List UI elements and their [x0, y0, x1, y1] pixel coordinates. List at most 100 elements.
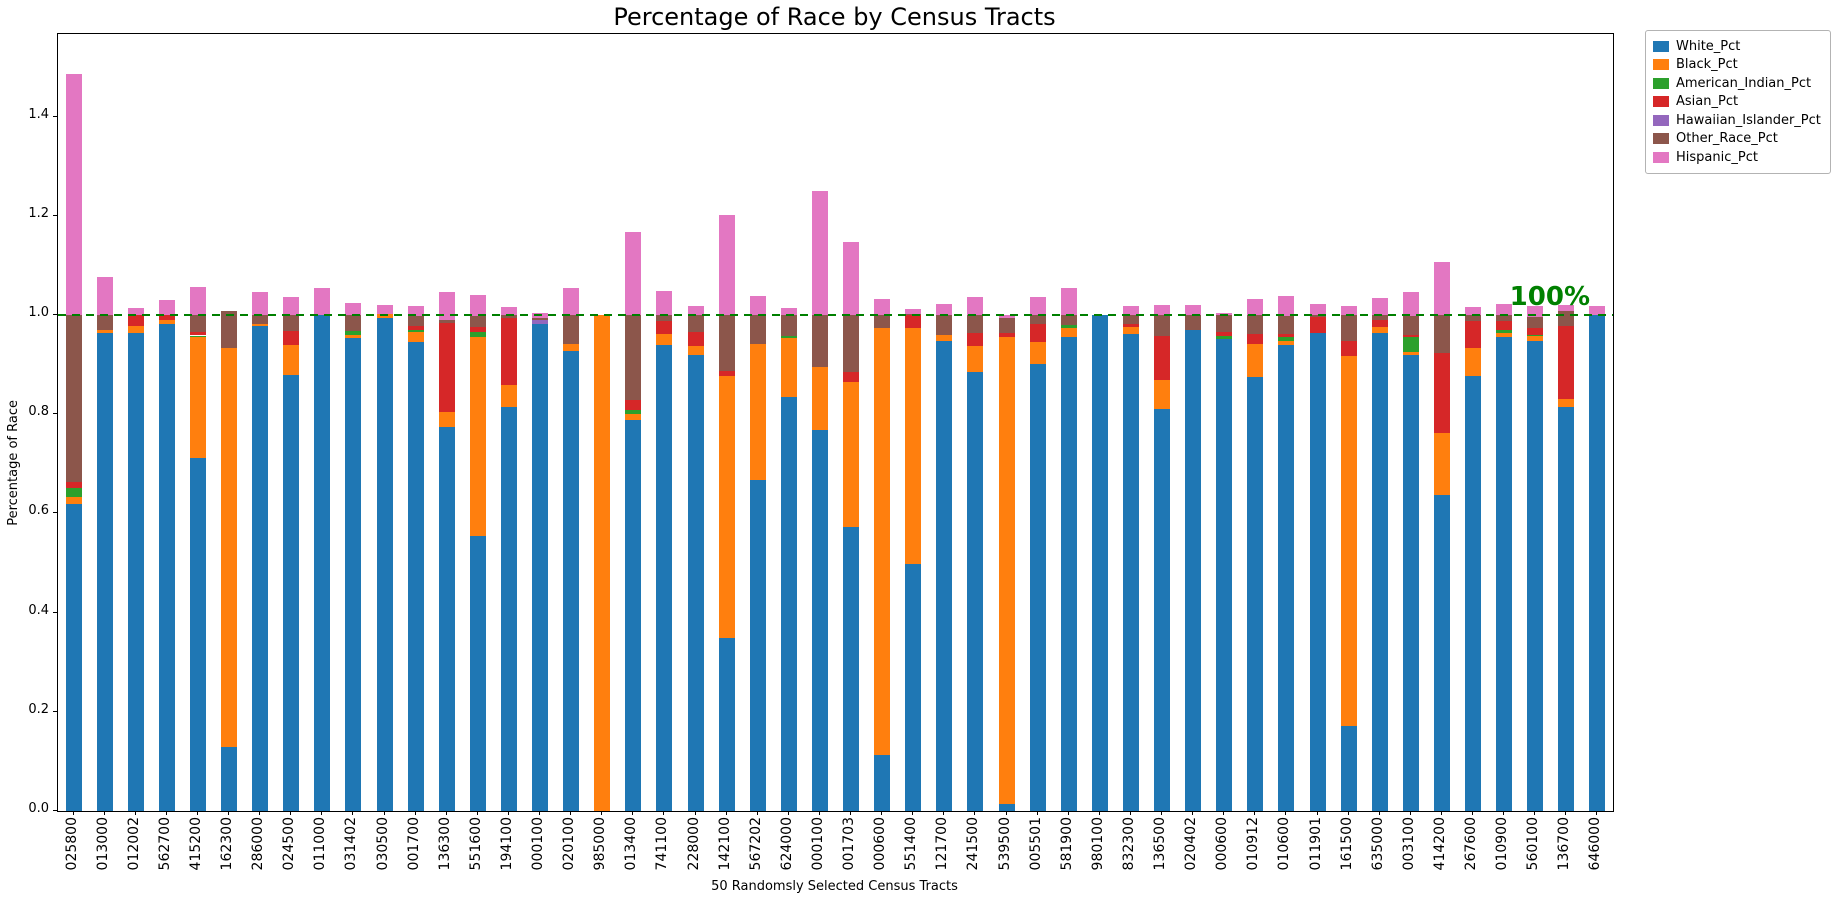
bar-segment-Black_Pct-142100 — [718, 375, 735, 638]
x-tick-mark — [787, 811, 789, 815]
bar-segment-White_Pct-011000 — [314, 315, 331, 811]
bar-segment-Black_Pct-020100 — [563, 343, 580, 351]
bar-segment-Asian_Pct-012002 — [127, 315, 144, 327]
x-tick-mark — [414, 811, 416, 815]
x-tick-label-010900: 010900 — [1494, 817, 1511, 871]
bar-segment-Black_Pct-567202 — [749, 343, 766, 481]
bar-segment-Black_Pct-136500 — [1154, 379, 1171, 410]
bar-segment-Asian_Pct-136300 — [438, 322, 455, 412]
bar-segment-Other_Race_Pct-414200 — [1433, 315, 1450, 353]
x-tick-mark — [1285, 811, 1287, 815]
bar-segment-Black_Pct-121700 — [936, 335, 953, 341]
x-tick-mark — [1192, 811, 1194, 815]
x-tick-mark — [570, 811, 572, 815]
bar-segment-Black_Pct-194100 — [500, 385, 517, 407]
bar-segment-Asian_Pct-024500 — [283, 331, 300, 345]
bar-segment-Other_Race_Pct-011901 — [1309, 315, 1326, 318]
bar-segment-Asian_Pct-267600 — [1465, 321, 1482, 348]
x-tick-mark — [1347, 811, 1349, 815]
bar-segment-White_Pct-003100 — [1402, 354, 1419, 811]
bar-segment-Hispanic_Pct-012002 — [127, 308, 144, 316]
bar-segment-Black_Pct-415200 — [189, 337, 206, 458]
bar-segment-White_Pct-011901 — [1309, 333, 1326, 811]
bar-segment-Black_Pct-010900 — [1496, 333, 1513, 338]
legend-item-Black_Pct: Black_Pct — [1653, 56, 1821, 75]
bar-segment-Other_Race_Pct-267600 — [1465, 315, 1482, 322]
bar-segment-Other_Race_Pct-136500 — [1154, 315, 1171, 336]
y-tick-mark — [53, 214, 57, 216]
x-tick-label-551400: 551400 — [903, 817, 920, 871]
bar-segment-Black_Pct-001703 — [843, 382, 860, 527]
bar-segment-Hispanic_Pct-286000 — [252, 292, 269, 316]
bar-segment-Hispanic_Pct-562700 — [158, 300, 175, 316]
x-tick-mark — [1129, 811, 1131, 815]
x-tick-label-646000: 646000 — [1587, 817, 1604, 871]
x-tick-mark — [756, 811, 758, 815]
x-tick-mark — [165, 811, 167, 815]
bar-segment-White_Pct-136500 — [1154, 409, 1171, 811]
y-tick-label: 1.0 — [28, 305, 49, 321]
x-tick-mark — [1503, 811, 1505, 815]
bar-segment-Black_Pct-000100 — [811, 367, 828, 431]
x-tick-label-000600: 000600 — [872, 817, 889, 871]
bar-segment-Hispanic_Pct-031402 — [345, 303, 362, 316]
bar-segment-Hispanic_Pct-635000 — [1371, 298, 1388, 316]
bar-segment-Black_Pct-000600 — [874, 327, 891, 755]
legend-swatch-icon — [1653, 77, 1669, 89]
bar-segment-Hispanic_Pct-121700 — [936, 303, 953, 316]
bar-segment-Asian_Pct-003100 — [1402, 334, 1419, 337]
bar-segment-White_Pct-136700 — [1558, 406, 1575, 811]
x-tick-label-551600: 551600 — [467, 817, 484, 871]
bar-segment-White_Pct-551400 — [905, 564, 922, 811]
bar-segment-American_Indian_Pct-001700 — [407, 329, 424, 333]
x-tick-mark — [103, 811, 105, 815]
bar-segment-White_Pct-567202 — [749, 480, 766, 811]
bar-segment-White_Pct-562700 — [158, 323, 175, 811]
x-tick-label-013400: 013400 — [623, 817, 640, 871]
x-tick-label-539500: 539500 — [996, 817, 1013, 871]
bar-segment-Black_Pct-010600 — [1278, 341, 1295, 345]
bar-segment-American_Indian_Pct-010600 — [1278, 337, 1295, 342]
y-tick-label: 0.4 — [28, 602, 49, 618]
plot-area — [57, 33, 1614, 812]
bar-segment-White_Pct-267600 — [1465, 375, 1482, 811]
bar-segment-Black_Pct-551600 — [469, 337, 486, 536]
bar-segment-Hispanic_Pct-624000 — [780, 307, 797, 316]
bar-segment-Other_Race_Pct-241500 — [967, 315, 984, 333]
x-tick-label-162300: 162300 — [219, 817, 236, 871]
y-tick-label: 0.2 — [28, 701, 49, 717]
bar-segment-Other_Race_Pct-136300 — [438, 320, 455, 323]
x-tick-label-013000: 013000 — [94, 817, 111, 871]
bar-segment-Black_Pct-005501 — [1029, 341, 1046, 364]
bar-segment-Other_Race_Pct-000100 — [811, 315, 828, 368]
bar-segment-Other_Race_Pct-020100 — [563, 315, 580, 344]
bar-segment-Asian_Pct-142100 — [718, 370, 735, 376]
y-tick-mark — [53, 413, 57, 415]
bar-segment-Hispanic_Pct-001703 — [843, 242, 860, 316]
bar-segment-White_Pct-635000 — [1371, 332, 1388, 811]
x-tick-mark — [1254, 811, 1256, 815]
bar-segment-White_Pct-020100 — [563, 350, 580, 811]
bar-segment-Black_Pct-832300 — [1122, 326, 1139, 334]
bar-segment-Asian_Pct-161500 — [1340, 340, 1357, 357]
x-tick-label-020402: 020402 — [1183, 817, 1200, 871]
legend-swatch-icon — [1653, 40, 1669, 52]
x-tick-label-031402: 031402 — [343, 817, 360, 871]
bar-segment-American_Indian_Pct-551600 — [469, 332, 486, 338]
bar-segment-Other_Race_Pct-010600 — [1278, 316, 1295, 334]
x-tick-mark — [196, 811, 198, 815]
bar-segment-White_Pct-010912 — [1247, 377, 1264, 811]
x-tick-mark — [1067, 811, 1069, 815]
x-tick-label-560100: 560100 — [1525, 817, 1542, 871]
bar-segment-Hispanic_Pct-581900 — [1060, 287, 1077, 316]
legend-swatch-icon — [1653, 59, 1669, 71]
legend-item-American_Indian_Pct: American_Indian_Pct — [1653, 74, 1821, 93]
legend-item-Other_Race_Pct: Other_Race_Pct — [1653, 130, 1821, 149]
bar-segment-Black_Pct-136700 — [1558, 399, 1575, 407]
reference-line-label: 100% — [1509, 282, 1590, 312]
x-tick-mark — [539, 811, 541, 815]
x-tick-mark — [445, 811, 447, 815]
bar-segment-Hispanic_Pct-194100 — [500, 306, 517, 316]
bar-segment-Hispanic_Pct-013400 — [625, 231, 642, 316]
bar-segment-Other_Race_Pct-560100 — [1527, 316, 1544, 328]
